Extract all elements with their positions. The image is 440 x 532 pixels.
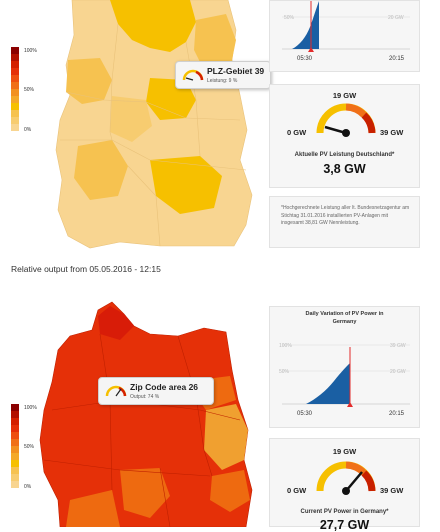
legend-swatch — [11, 54, 19, 61]
chart-time-start: 05:30 — [297, 56, 313, 62]
map-boundaries-top — [60, 23, 247, 247]
tooltip-subtitle: Leistung: 9 % — [207, 78, 238, 84]
legend-swatch — [11, 411, 19, 418]
map-region-bottom-base — [39, 301, 253, 527]
gauge-value: 3,8 GW — [323, 162, 366, 176]
note-card-top — [269, 196, 420, 248]
legend-swatch — [11, 68, 19, 75]
legend-swatch — [11, 124, 19, 131]
gauge-caption: Aktuelle PV Leistung Deutschland* — [294, 152, 395, 158]
map-tooltip-top: PLZ-Gebiet 39 Leistung: 9 % — [175, 61, 271, 89]
legend-swatch — [11, 453, 19, 460]
daily-variation-chart-bottom — [282, 344, 410, 407]
legend-swatch — [11, 117, 19, 124]
chart-area-bottom — [306, 363, 350, 404]
timestamp-label: Relative output from 05.05.2016 - 12:15 — [11, 264, 161, 274]
legend-swatch — [11, 460, 19, 467]
gauge-caption: Current PV Power in Germany* — [300, 509, 389, 515]
map-region-bottom-south2 — [66, 490, 120, 527]
daily-variation-chart-top — [282, 1, 410, 52]
legend-swatch — [11, 418, 19, 425]
gauge-card-top: 19 GW 0 GW 39 GW Aktuelle PV Leistung De… — [269, 84, 420, 188]
gauge-max: 19 GW — [332, 447, 357, 456]
legend-label-mid: 50% — [24, 87, 35, 93]
chart-gw-label-2: 20 GW — [390, 369, 406, 375]
map-region-bottom-south — [120, 468, 170, 518]
legend-swatch — [11, 425, 19, 432]
legend-top: 100% 50% 0% — [11, 47, 51, 137]
legend-label-min: 0% — [24, 127, 32, 133]
daily-chart-card-top: 50% 20 GW 05:30 20:15 — [269, 0, 420, 72]
daily-chart-card-bottom: Daily Variation of PV Power in Germany 1… — [269, 306, 420, 428]
legend-swatch — [11, 481, 19, 488]
map-tooltip-bottom: Zip Code area 26 Output: 74 % — [98, 377, 214, 405]
gauge-max: 19 GW — [332, 91, 357, 100]
legend-swatch — [11, 446, 19, 453]
chart-marker-bottom — [347, 402, 353, 407]
legend-swatch — [11, 474, 19, 481]
gauge-min-label: 0 GW — [287, 128, 307, 137]
gauge-max-label: 39 GW — [380, 128, 404, 137]
legend-label-max: 100% — [24, 48, 37, 54]
chart-area-top — [292, 1, 319, 49]
map-region-bottom-southeast — [210, 470, 250, 512]
legend-swatch — [11, 110, 19, 117]
map-region-top-east — [194, 14, 236, 74]
legend-swatch — [11, 467, 19, 474]
chart-pct-label-2: 50% — [279, 369, 290, 375]
gauge-value: 27,7 GW — [319, 518, 370, 532]
legend-swatch — [11, 439, 19, 446]
map-region-bottom-north — [98, 306, 134, 340]
legend-swatch — [11, 103, 19, 110]
bottom-map-panel: 100% 50% 0% Zip Code area 26 Output: 74 … — [0, 300, 440, 532]
chart-gw-label-1: 39 GW — [390, 343, 406, 349]
legend-swatch — [11, 404, 19, 411]
footnote: *Hochgerechnete Leistung aller lt. Bunde… — [281, 205, 410, 226]
map-region-top-southwest — [74, 140, 128, 200]
gauge-icon — [105, 385, 127, 397]
gauge-card-bottom: 19 GW 0 GW 39 GW Current PV Power in Ger… — [269, 438, 420, 532]
map-region-top-mid — [110, 96, 152, 142]
chart-time-end: 20:15 — [389, 56, 405, 62]
legend-swatch — [11, 61, 19, 68]
tooltip-title: PLZ-Gebiet 39 — [207, 66, 265, 76]
legend-swatch — [11, 75, 19, 82]
legend-swatch — [11, 47, 19, 54]
legend-swatch — [11, 82, 19, 89]
chart-pct-label-1: 100% — [279, 343, 292, 349]
legend-swatch — [11, 96, 19, 103]
chart-time-start: 05:30 — [297, 411, 313, 417]
legend-swatch — [11, 89, 19, 96]
top-map-panel: 100% 50% 0% PLZ-Gebiet 39 Leistung: 9 % … — [0, 0, 440, 250]
chart-time-end: 20:15 — [389, 411, 405, 417]
tooltip-subtitle: Output: 74 % — [130, 394, 160, 400]
gauge-max-label: 39 GW — [380, 486, 404, 495]
legend-label-max: 100% — [24, 405, 37, 411]
chart-gw-label: 20 GW — [388, 15, 404, 21]
germany-map-bottom[interactable] — [0, 300, 270, 527]
pv-gauge-bottom — [316, 461, 376, 495]
legend-swatch — [11, 432, 19, 439]
map-region-top-north — [110, 0, 196, 52]
chart-marker-top — [308, 47, 314, 52]
map-region-top-south — [150, 156, 222, 214]
chart-title: Daily Variation of PV Power in Germany — [305, 311, 384, 325]
chart-pct-label: 50% — [284, 15, 295, 21]
legend-label-min: 0% — [24, 484, 32, 490]
tooltip-title: Zip Code area 26 — [130, 382, 199, 392]
map-region-bottom-east — [204, 404, 248, 470]
legend-label-mid: 50% — [24, 444, 35, 450]
gauge-needle — [345, 471, 363, 492]
map-region-top-west — [66, 58, 112, 104]
pv-gauge-top — [316, 103, 376, 137]
gauge-icon — [182, 69, 204, 81]
gauge-min-label: 0 GW — [287, 486, 307, 495]
legend-bottom: 100% 50% 0% — [11, 404, 51, 494]
